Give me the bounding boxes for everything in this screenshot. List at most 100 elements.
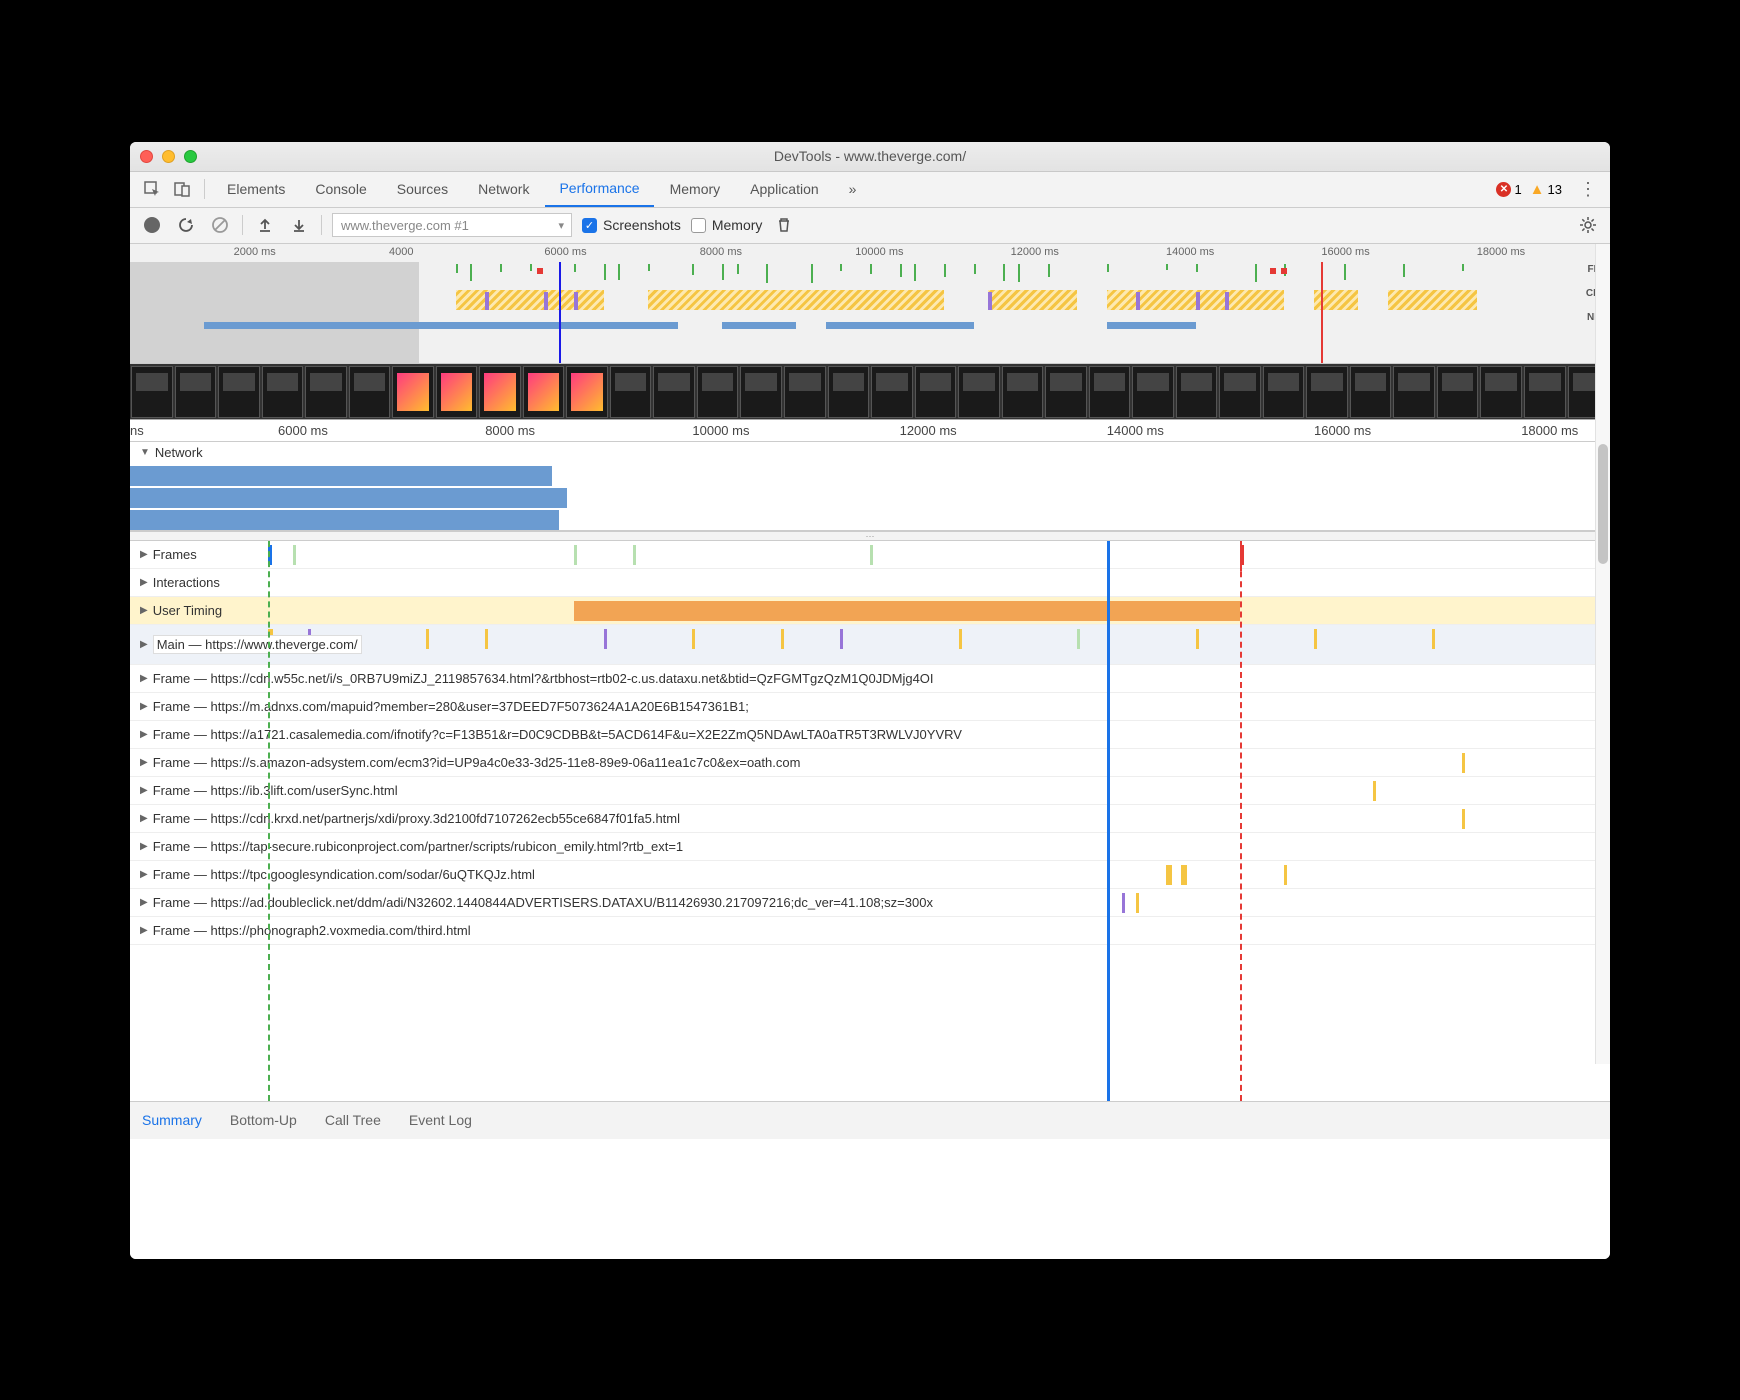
overview-timeline[interactable]: 2000 ms40006000 ms8000 ms10000 ms12000 m… [130,244,1610,364]
filmstrip-frame[interactable] [1306,366,1348,418]
flame-mark[interactable] [426,629,429,649]
filmstrip-frame[interactable] [1437,366,1479,418]
flame-mark[interactable] [1136,893,1139,913]
flame-row[interactable]: ▶Frame — https://tpc.googlesyndication.c… [130,861,1610,889]
error-count[interactable]: ✕ 1 [1496,182,1521,197]
filmstrip-frame[interactable] [1045,366,1087,418]
flame-row[interactable]: ▶Frame — https://m.adnxs.com/mapuid?memb… [130,693,1610,721]
flame-mark[interactable] [485,629,488,649]
memory-checkbox[interactable]: Memory [691,217,763,233]
flame-mark[interactable] [1462,809,1465,829]
disclosure-triangle-icon[interactable]: ▶ [140,549,148,560]
recording-select[interactable]: www.theverge.com #1 [332,213,572,237]
filmstrip-frame[interactable] [436,366,478,418]
filmstrip-frame[interactable] [1524,366,1566,418]
user-timing-bar[interactable] [574,601,1240,621]
filmstrip-frame[interactable] [175,366,217,418]
disclosure-triangle-icon[interactable]: ▶ [140,701,148,712]
disclosure-triangle-icon[interactable]: ▶ [140,925,148,936]
filmstrip-frame[interactable] [1219,366,1261,418]
tab-performance[interactable]: Performance [545,171,653,207]
flame-row[interactable]: ▶Frame — https://ad.doubleclick.net/ddm/… [130,889,1610,917]
filmstrip-frame[interactable] [305,366,347,418]
filmstrip-frame[interactable] [349,366,391,418]
disclosure-triangle-icon[interactable]: ▶ [140,869,148,880]
flame-row[interactable]: ▶Frame — https://a1721.casalemedia.com/i… [130,721,1610,749]
filmstrip[interactable] [130,364,1610,420]
flame-mark[interactable] [840,629,843,649]
kebab-menu-icon[interactable]: ⋮ [1574,175,1602,203]
flame-chart[interactable]: ▶Frames▶Interactions▶User Timing▶Main — … [130,541,1610,1101]
settings-gear-icon[interactable] [1576,213,1600,237]
disclosure-triangle-icon[interactable]: ▶ [140,639,148,650]
flame-mark[interactable] [604,629,607,649]
network-request-bar[interactable] [130,510,559,530]
save-profile-icon[interactable] [287,213,311,237]
filmstrip-frame[interactable] [1480,366,1522,418]
trash-icon[interactable] [772,213,796,237]
flame-row[interactable]: ▶Frame — https://s.amazon-adsystem.com/e… [130,749,1610,777]
flame-mark[interactable] [1373,781,1376,801]
bottom-tab-bottom-up[interactable]: Bottom-Up [230,1108,297,1132]
flame-mark[interactable] [293,545,296,565]
filmstrip-frame[interactable] [1002,366,1044,418]
network-request-bar[interactable] [130,488,567,508]
flame-mark[interactable] [781,629,784,649]
flame-row[interactable]: ▶Interactions [130,569,1610,597]
reload-button[interactable] [174,213,198,237]
filmstrip-frame[interactable] [1263,366,1305,418]
disclosure-triangle-icon[interactable]: ▶ [140,729,148,740]
disclosure-triangle-icon[interactable]: ▶ [140,897,148,908]
flame-mark[interactable] [1166,865,1172,885]
disclosure-triangle-icon[interactable]: ▶ [140,673,148,684]
flame-row[interactable]: ▶Frames [130,541,1610,569]
clear-button[interactable] [208,213,232,237]
tab-elements[interactable]: Elements [213,171,299,207]
device-toggle-icon[interactable] [168,175,196,203]
filmstrip-frame[interactable] [697,366,739,418]
flame-mark[interactable] [1462,753,1465,773]
filmstrip-frame[interactable] [1176,366,1218,418]
filmstrip-frame[interactable] [1393,366,1435,418]
flame-mark[interactable] [1432,629,1435,649]
flame-mark[interactable] [1284,865,1287,885]
flame-mark[interactable] [1077,629,1080,649]
flame-mark[interactable] [692,629,695,649]
filmstrip-frame[interactable] [392,366,434,418]
filmstrip-frame[interactable] [523,366,565,418]
inspect-icon[interactable] [138,175,166,203]
filmstrip-frame[interactable] [828,366,870,418]
overview-cursor-blue[interactable] [559,262,561,363]
disclosure-triangle-icon[interactable]: ▶ [140,785,148,796]
flame-mark[interactable] [574,545,577,565]
flame-row[interactable]: ▶User Timing [130,597,1610,625]
flame-mark[interactable] [1181,865,1187,885]
filmstrip-frame[interactable] [610,366,652,418]
filmstrip-frame[interactable] [218,366,260,418]
bottom-tab-summary[interactable]: Summary [142,1108,202,1132]
flame-row[interactable]: ▶Frame — https://phonograph2.voxmedia.co… [130,917,1610,945]
tab-console[interactable]: Console [301,171,380,207]
flame-mark[interactable] [1196,629,1199,649]
overview-cursor-red[interactable] [1321,262,1323,363]
flame-mark[interactable] [633,545,636,565]
filmstrip-frame[interactable] [1132,366,1174,418]
load-profile-icon[interactable] [253,213,277,237]
filmstrip-frame[interactable] [915,366,957,418]
minimize-icon[interactable] [162,150,175,163]
filmstrip-frame[interactable] [740,366,782,418]
close-icon[interactable] [140,150,153,163]
filmstrip-frame[interactable] [653,366,695,418]
flame-row[interactable]: ▶Main — https://www.theverge.com/ [130,625,1610,665]
filmstrip-frame[interactable] [479,366,521,418]
tab-sources[interactable]: Sources [383,171,462,207]
tab-memory[interactable]: Memory [656,171,735,207]
filmstrip-frame[interactable] [871,366,913,418]
flame-mark[interactable] [870,545,873,565]
maximize-icon[interactable] [184,150,197,163]
filmstrip-frame[interactable] [262,366,304,418]
scrollbar-vertical[interactable] [1595,244,1610,1064]
flame-row[interactable]: ▶Frame — https://tap-secure.rubiconproje… [130,833,1610,861]
flame-row[interactable]: ▶Frame — https://cdn.w55c.net/i/s_0RB7U9… [130,665,1610,693]
filmstrip-frame[interactable] [958,366,1000,418]
